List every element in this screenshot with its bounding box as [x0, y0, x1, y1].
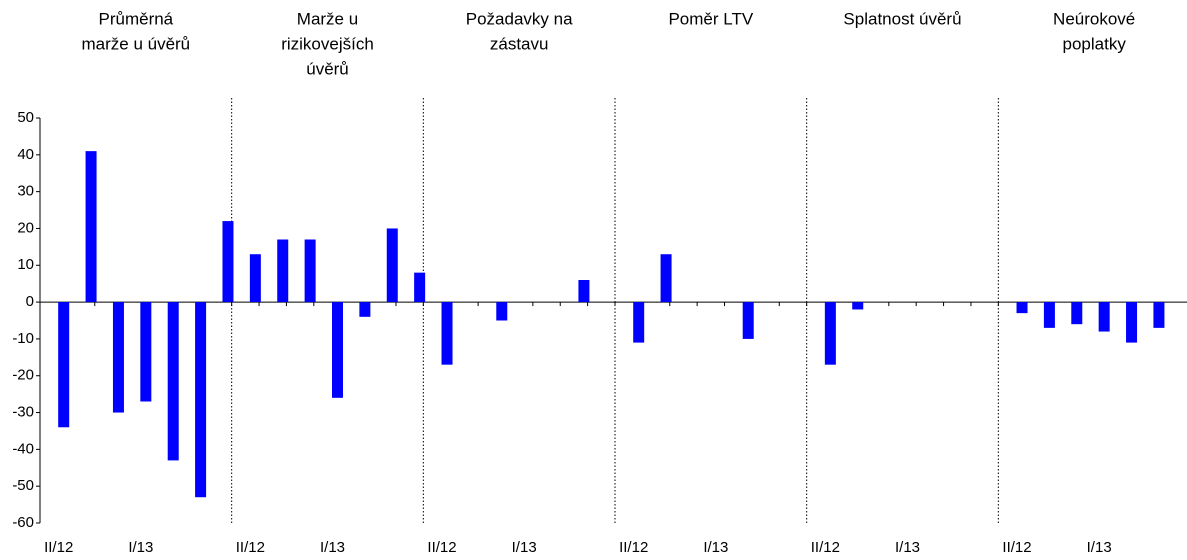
x-tick-label: II/12: [811, 539, 840, 556]
y-tick-label: -40: [12, 440, 34, 457]
group-title: zástavu: [490, 34, 549, 53]
x-tick-label: I/13: [1087, 539, 1112, 556]
group-title: Požadavky na: [466, 9, 573, 28]
y-tick-label: -60: [12, 514, 34, 531]
bar: [742, 302, 754, 339]
group-title: úvěrů: [306, 59, 349, 78]
bar: [496, 302, 508, 321]
bar: [1043, 302, 1055, 328]
x-tick-label: I/13: [512, 539, 537, 556]
group-title: Poměr LTV: [668, 9, 753, 28]
y-tick-label: -20: [12, 367, 34, 384]
group-title: Průměrná: [99, 9, 174, 28]
x-tick-label: I/13: [128, 539, 153, 556]
x-tick-label: I/13: [895, 539, 920, 556]
bar: [58, 302, 70, 428]
bar: [1153, 302, 1165, 328]
x-tick-label: II/12: [619, 539, 648, 556]
x-tick-label: I/13: [703, 539, 728, 556]
bar: [140, 302, 152, 402]
bar: [1071, 302, 1083, 325]
group-title: rizikovejších: [281, 34, 374, 53]
bar: [578, 280, 590, 303]
y-tick-label: 30: [17, 183, 34, 200]
bar: [386, 228, 398, 303]
y-tick-label: -30: [12, 404, 34, 421]
bar: [660, 254, 672, 303]
bar: [414, 272, 426, 303]
group-title: marže u úvěrů: [81, 34, 190, 53]
group-title: Splatnost úvěrů: [843, 9, 961, 28]
y-tick-label: 40: [17, 146, 34, 163]
bar: [85, 151, 97, 303]
bar: [633, 302, 645, 343]
group-title: poplatky: [1063, 34, 1127, 53]
bar: [852, 302, 864, 310]
x-tick-label: II/12: [427, 539, 456, 556]
bar: [332, 302, 343, 398]
bar: [304, 239, 316, 303]
bar: [1016, 302, 1028, 314]
bar: [112, 302, 124, 413]
bar: [1098, 302, 1110, 332]
y-tick-label: -10: [12, 330, 34, 347]
bar: [441, 302, 453, 365]
bar: [1126, 302, 1138, 343]
bar: [167, 302, 179, 461]
y-tick-label: 20: [17, 219, 34, 236]
bar: [277, 239, 289, 303]
group-title: Marže u: [297, 9, 358, 28]
group-title: Neúrokové: [1053, 9, 1135, 28]
x-tick-label: II/12: [236, 539, 265, 556]
y-tick-label: 50: [17, 109, 34, 126]
bar: [249, 254, 261, 303]
bar: [824, 302, 836, 365]
y-tick-label: -50: [12, 477, 34, 494]
bar: [222, 221, 234, 303]
y-tick-label: 0: [26, 293, 34, 310]
x-tick-label: II/12: [44, 539, 73, 556]
x-tick-label: I/13: [320, 539, 345, 556]
bar: [195, 302, 207, 498]
x-tick-label: II/12: [1002, 539, 1031, 556]
bar: [359, 302, 371, 317]
y-tick-label: 10: [17, 256, 34, 273]
